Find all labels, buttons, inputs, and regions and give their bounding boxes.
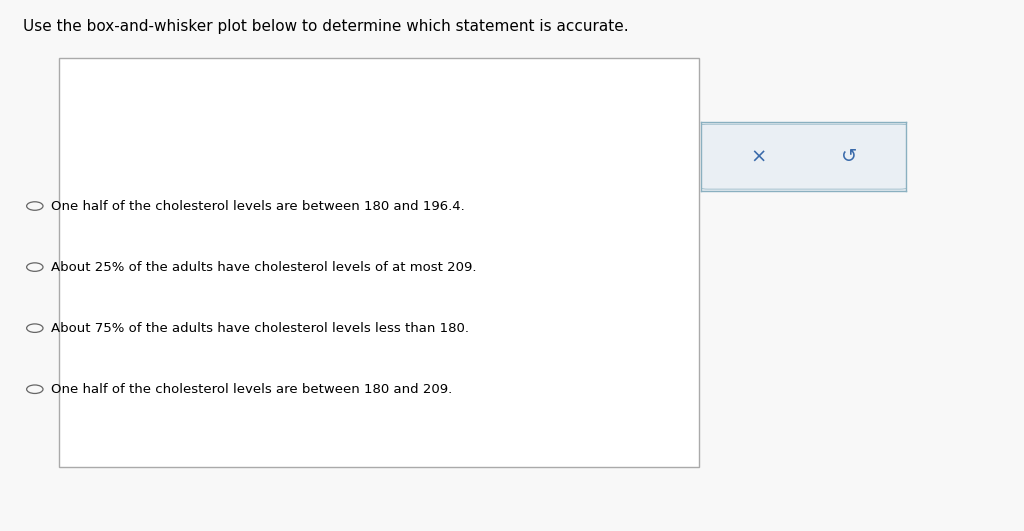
Text: 158.0: 158.0: [115, 125, 147, 138]
Text: One half of the cholesterol levels are between 180 and 196.4.: One half of the cholesterol levels are b…: [51, 200, 465, 212]
FancyBboxPatch shape: [214, 173, 251, 497]
FancyBboxPatch shape: [583, 173, 620, 497]
Text: 196.4: 196.4: [291, 125, 325, 138]
FancyBboxPatch shape: [697, 124, 910, 189]
Text: 209.0: 209.0: [349, 125, 383, 138]
Text: ×: ×: [751, 147, 767, 166]
Bar: [232, 207, 366, 265]
X-axis label: Cholesterol (in milligrams per deciliter): Cholesterol (in milligrams per deciliter…: [262, 415, 507, 427]
FancyBboxPatch shape: [347, 173, 384, 497]
Bar: [232, 265, 366, 306]
FancyBboxPatch shape: [290, 173, 327, 497]
Text: 260.0: 260.0: [585, 125, 617, 138]
Text: About 25% of the adults have cholesterol levels of at most 209.: About 25% of the adults have cholesterol…: [51, 261, 477, 273]
FancyBboxPatch shape: [113, 173, 150, 497]
Text: 180.0: 180.0: [216, 125, 249, 138]
Text: ↺: ↺: [841, 147, 857, 166]
Text: One half of the cholesterol levels are between 180 and 209.: One half of the cholesterol levels are b…: [51, 383, 453, 396]
Text: Use the box-and-whisker plot below to determine which statement is accurate.: Use the box-and-whisker plot below to de…: [23, 19, 628, 33]
Text: About 75% of the adults have cholesterol levels less than 180.: About 75% of the adults have cholesterol…: [51, 322, 469, 335]
